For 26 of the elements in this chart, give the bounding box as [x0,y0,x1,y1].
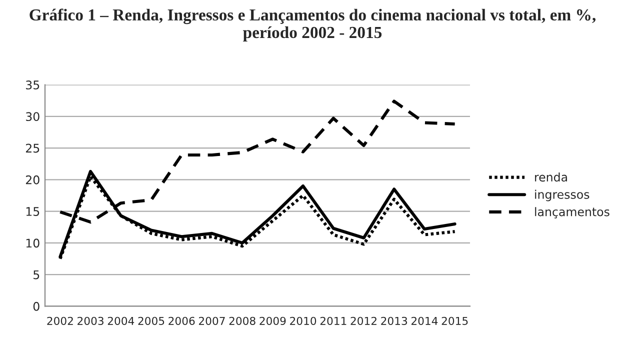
chart-title: Gráfico 1 – Renda, Ingressos e Lançamentos do cinema nacional vs total, em %, período 2002 - 2015 [30,8,596,42]
x-tick-label: 2008 [229,316,256,326]
x-tick-label: 2009 [260,316,286,326]
x-tick-label: 2012 [350,316,376,326]
x-tick-label: 2010 [290,316,316,326]
x-tick-label: 2003 [78,316,104,326]
x-tick-label: 2002 [47,316,73,326]
y-tick-label: 5 [34,270,40,280]
legend-label: lançamentos [535,207,610,218]
x-tick-label: 2004 [108,316,134,326]
y-tick-label: 30 [26,112,40,122]
x-tick-label: 2006 [168,316,195,326]
x-tick-label: 2014 [411,316,438,326]
x-tick-label: 2005 [138,316,164,326]
y-tick-label: 10 [26,238,40,248]
y-tick-label: 15 [26,207,40,216]
y-tick-label: 0 [33,302,40,311]
x-tick-label: 2011 [320,316,346,326]
x-tick-label: 2007 [198,316,225,326]
y-tick-label: 25 [26,144,40,153]
x-tick-label: 2015 [442,316,468,326]
legend-label: ingressos [535,190,590,202]
y-tick-label: 35 [26,80,40,90]
legend-label: renda [535,172,567,182]
x-tick-label: 2013 [381,316,408,326]
y-tick-label: 20 [26,175,40,184]
